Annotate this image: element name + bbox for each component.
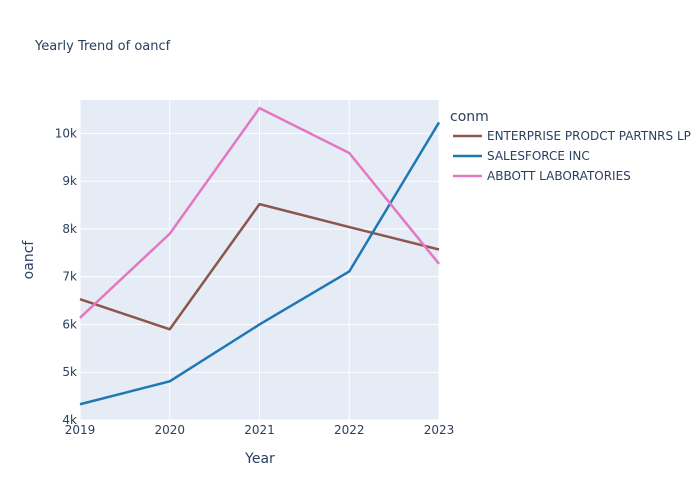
y-tick-label: 5k	[62, 365, 77, 379]
legend-item-label: SALESFORCE INC	[487, 149, 590, 163]
gridlines	[79, 100, 440, 421]
y-tick-label: 7k	[62, 270, 77, 284]
x-tick-label: 2019	[65, 423, 96, 437]
y-tick-label: 9k	[62, 174, 77, 188]
y-tick-label: 10k	[55, 126, 77, 140]
x-tick-label: 2023	[424, 423, 455, 437]
chart-title: Yearly Trend of oancf	[34, 39, 171, 54]
x-axis-label: Year	[244, 451, 275, 467]
legend-title: conm	[450, 109, 489, 125]
legend-item-label: ENTERPRISE PRODCT PARTNRS LP	[487, 129, 691, 143]
series-lines	[79, 106, 441, 406]
y-axis-label: oancf	[21, 240, 37, 280]
x-axis-ticks: 2019 2020 2021 2022 2023	[65, 423, 455, 437]
series-line	[79, 106, 440, 319]
series-line	[79, 202, 440, 331]
x-tick-label: 2020	[154, 423, 185, 437]
series-line	[79, 121, 441, 406]
legend-item-label: ABBOTT LABORATORIES	[487, 169, 631, 183]
y-tick-label: 4k	[62, 413, 77, 427]
y-axis-ticks: 4k 5k 6k 7k 8k 9k 10k	[55, 126, 77, 427]
x-tick-label: 2022	[334, 423, 365, 437]
legend: conm ENTERPRISE PRODCT PARTNRS LP SALESFO…	[450, 109, 691, 183]
y-tick-label: 8k	[62, 222, 77, 236]
x-tick-label: 2021	[244, 423, 275, 437]
y-tick-label: 6k	[62, 317, 77, 331]
